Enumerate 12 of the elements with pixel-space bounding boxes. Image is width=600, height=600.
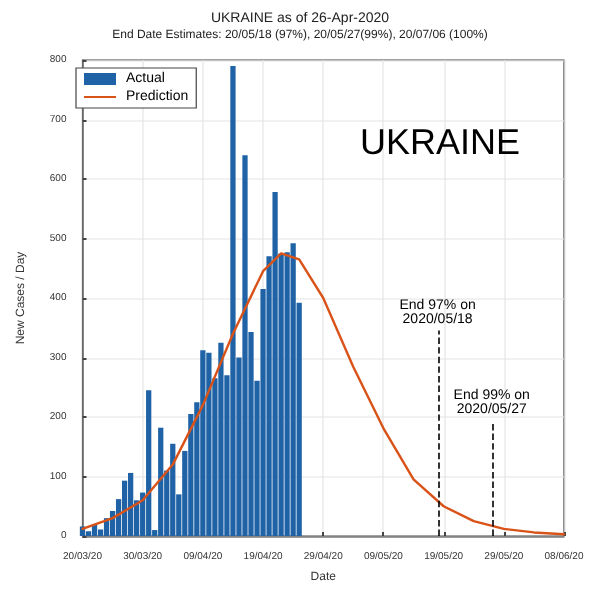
bar <box>218 342 224 536</box>
bar <box>146 390 152 536</box>
bar <box>158 427 164 536</box>
bar <box>206 352 212 536</box>
bar <box>170 443 176 536</box>
bar <box>128 472 134 536</box>
bar <box>200 350 206 536</box>
bar <box>290 243 296 536</box>
bar <box>230 65 236 536</box>
annotation: UKRAINE <box>359 122 520 162</box>
bar <box>272 192 278 536</box>
bar <box>242 155 248 536</box>
